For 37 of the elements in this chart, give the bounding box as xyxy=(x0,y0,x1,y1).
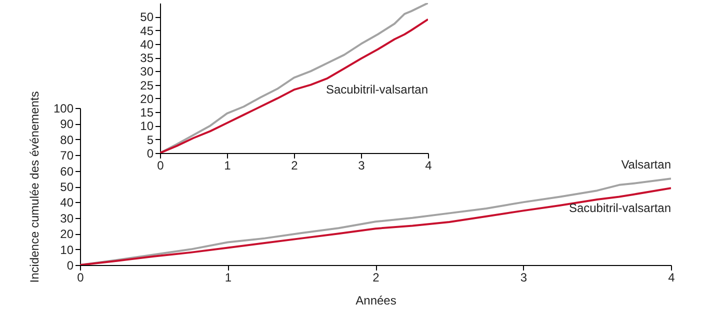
y-tick-label: 35 xyxy=(140,51,154,66)
x-tick-label: 3 xyxy=(358,158,366,172)
x-tick-label: 1 xyxy=(224,270,232,284)
y-tick-label: 90 xyxy=(60,117,74,132)
y-tick-label: 5 xyxy=(146,132,154,147)
y-tick-label: 20 xyxy=(60,227,74,242)
x-axis-title: Années xyxy=(356,294,396,308)
y-tick-label: 0 xyxy=(66,258,74,272)
x-tick-label: 2 xyxy=(372,270,380,284)
x-tick-label: 4 xyxy=(425,158,432,172)
x-tick-label: 4 xyxy=(668,270,676,284)
y-tick-label: 30 xyxy=(140,64,154,79)
y-tick-label: 50 xyxy=(60,180,74,194)
y-tick-label: 25 xyxy=(140,78,154,92)
y-tick-label: 45 xyxy=(140,24,154,38)
y-tick-label: 100 xyxy=(53,102,74,116)
y-tick-label: 40 xyxy=(140,37,154,52)
y-tick-label: 10 xyxy=(60,242,74,257)
y-tick-label: 60 xyxy=(60,164,74,178)
y-tick-label: 10 xyxy=(140,119,154,134)
series-label: Sacubitril-valsartan xyxy=(568,201,671,216)
y-tick-label: 0 xyxy=(146,146,154,160)
x-tick-label: 2 xyxy=(291,158,298,172)
y-tick-label: 20 xyxy=(140,92,154,106)
x-tick-label: 0 xyxy=(157,158,164,172)
y-tick-label: 40 xyxy=(60,196,74,210)
x-tick-label: 3 xyxy=(520,270,528,284)
y-tick-label: 80 xyxy=(60,132,74,147)
x-tick-label: 1 xyxy=(224,158,232,172)
y-tick-label: 15 xyxy=(140,106,154,120)
series-label: Sacubitril-valsartan xyxy=(326,82,428,96)
y-tick-label: 30 xyxy=(60,211,74,226)
y-tick-label: 70 xyxy=(60,148,74,163)
y-axis-title: Incidence cumulée des événements xyxy=(27,91,42,283)
x-tick-label: 0 xyxy=(77,270,84,284)
series-label: Valsartan xyxy=(621,158,671,172)
y-tick-label: 50 xyxy=(140,10,154,24)
